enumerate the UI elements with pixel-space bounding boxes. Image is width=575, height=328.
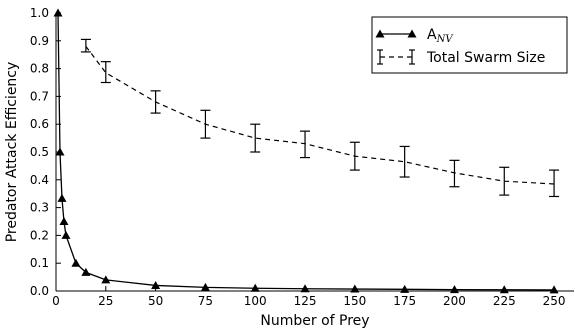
y-tick-label: 0.0 bbox=[30, 284, 49, 298]
anv-point bbox=[549, 285, 559, 294]
plot-area bbox=[53, 8, 560, 294]
anv-point bbox=[400, 284, 410, 293]
legend-anv-main: A bbox=[427, 27, 437, 43]
anv-point bbox=[200, 282, 210, 291]
x-tick-label: 125 bbox=[294, 294, 317, 308]
x-tick-label: 200 bbox=[443, 294, 466, 308]
y-tick-label: 0.8 bbox=[30, 62, 49, 76]
y-tick-label: 0.6 bbox=[30, 117, 49, 131]
error-bar bbox=[80, 38, 91, 53]
y-tick-label: 0.5 bbox=[30, 145, 49, 159]
anv-point bbox=[250, 283, 260, 292]
error-bar bbox=[449, 159, 460, 188]
y-axis-label: Predator Attack Efficiency bbox=[4, 62, 20, 243]
triangle-marker-icon bbox=[407, 29, 417, 38]
y-tick-label: 0.7 bbox=[30, 89, 49, 103]
x-tick-label: 50 bbox=[148, 294, 163, 308]
triangle-marker-icon bbox=[375, 29, 385, 38]
y-tick-label: 0.1 bbox=[30, 256, 49, 270]
anv-point bbox=[101, 275, 111, 284]
anv-point bbox=[71, 258, 81, 267]
legend-entry-total-swarm-size: Total Swarm Size bbox=[377, 49, 545, 66]
legend-box bbox=[371, 16, 568, 74]
error-bar bbox=[549, 169, 560, 198]
y-tick-label: 0.3 bbox=[30, 201, 49, 215]
x-tick-label: 225 bbox=[493, 294, 516, 308]
error-bar bbox=[200, 109, 211, 139]
anv-point bbox=[499, 285, 509, 294]
x-tick-label: 25 bbox=[98, 294, 113, 308]
anv-point bbox=[350, 284, 360, 293]
legend: ANV Total Swarm Size bbox=[371, 16, 568, 74]
error-bar bbox=[100, 61, 111, 84]
x-tick-label: 0 bbox=[52, 294, 60, 308]
y-tick-label: 0.2 bbox=[30, 228, 49, 242]
anv-point bbox=[81, 267, 91, 276]
legend-anv-sub: NV bbox=[436, 34, 455, 45]
anv-point bbox=[53, 8, 63, 17]
legend-swarm-label: Total Swarm Size bbox=[426, 50, 545, 66]
anv-point bbox=[300, 284, 310, 293]
anv-point bbox=[57, 193, 67, 202]
error-bar bbox=[300, 130, 311, 159]
y-tick-label: 0.9 bbox=[30, 34, 49, 48]
error-bar bbox=[349, 141, 360, 171]
error-bar bbox=[399, 145, 410, 178]
y-tick-label: 1.0 bbox=[30, 6, 49, 20]
anv-point bbox=[151, 280, 161, 289]
x-axis-label: Number of Prey bbox=[260, 313, 369, 328]
axes: 0 25 50 75 100 125 150 175 200 225 250 0.0 0.1 0.2 0.3… bbox=[30, 6, 574, 308]
x-tick-label: 75 bbox=[198, 294, 213, 308]
x-tick-label: 250 bbox=[543, 294, 566, 308]
anv-point bbox=[449, 285, 459, 294]
x-tick-label: 100 bbox=[244, 294, 267, 308]
anv-point bbox=[61, 230, 71, 239]
anv-point bbox=[59, 217, 69, 225]
x-tick-label: 150 bbox=[343, 294, 366, 308]
y-tick-label: 0.4 bbox=[30, 173, 49, 187]
anv-point bbox=[55, 147, 65, 156]
error-bar-icon bbox=[377, 49, 415, 65]
error-bar bbox=[150, 90, 161, 114]
legend-entry-anv: ANV bbox=[375, 27, 454, 45]
error-bar bbox=[250, 123, 261, 153]
x-tick-label: 175 bbox=[393, 294, 416, 308]
error-bar bbox=[499, 166, 510, 196]
legend-anv-label: ANV bbox=[427, 27, 454, 45]
